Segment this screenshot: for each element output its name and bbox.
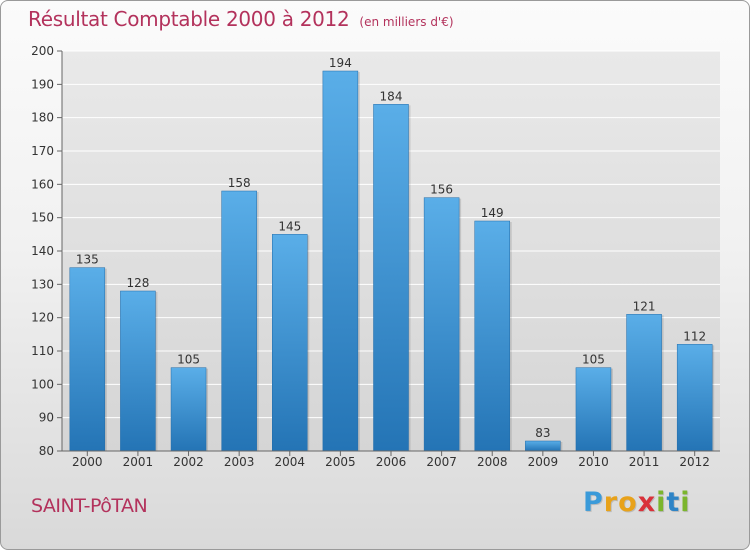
logo-letter: P <box>583 487 604 518</box>
data-label: 83 <box>535 426 550 440</box>
bar-2002 <box>170 367 207 452</box>
proxiti-logo[interactable]: Proxiti <box>583 487 691 518</box>
data-label: 105 <box>177 353 200 367</box>
x-tick-label: 2002 <box>173 455 204 469</box>
x-tick-label: 2000 <box>72 455 103 469</box>
data-label: 156 <box>430 183 453 197</box>
data-label: 112 <box>683 329 706 343</box>
x-tick-label: 2005 <box>325 455 356 469</box>
bar-2005 <box>322 70 359 452</box>
y-tick-label: 110 <box>31 344 54 358</box>
logo-letter: r <box>603 487 619 518</box>
chart-title-main: Résultat Comptable 2000 à 2012 <box>28 7 350 31</box>
x-tick-label: 2004 <box>274 455 305 469</box>
x-tick-label: 2001 <box>123 455 154 469</box>
bar-2011 <box>626 314 662 452</box>
logo-letter: i <box>680 487 691 518</box>
commune-name: SAINT-PôTAN <box>31 495 148 517</box>
x-tick-label: 2006 <box>376 455 407 469</box>
y-tick-label: 180 <box>31 111 54 125</box>
x-tick-label: 2003 <box>224 455 255 469</box>
bar-2000 <box>69 267 106 452</box>
data-label: 128 <box>126 276 149 290</box>
x-tick-label: 2012 <box>679 455 710 469</box>
logo-letter: t <box>666 487 681 518</box>
x-tick-label: 2008 <box>477 455 508 469</box>
x-tick-label: 2010 <box>578 455 609 469</box>
x-tick-label: 2011 <box>629 455 660 469</box>
bar-2007 <box>423 197 460 452</box>
logo-letter: i <box>656 487 667 518</box>
y-tick-label: 150 <box>31 211 54 225</box>
data-label: 158 <box>228 176 251 190</box>
data-label: 105 <box>582 353 605 367</box>
y-tick-label: 120 <box>31 311 54 325</box>
x-tick-label: 2009 <box>528 455 559 469</box>
y-tick-label: 190 <box>31 77 54 91</box>
bar-2008 <box>474 220 510 452</box>
axes: 80 90 100 110 120 130 140 150 160 170 180 190 200 200… <box>31 44 720 469</box>
bar-2003 <box>221 190 257 452</box>
data-label: 135 <box>76 253 99 267</box>
y-tick-label: 170 <box>31 144 54 158</box>
data-label: 194 <box>329 56 352 70</box>
y-tick-label: 200 <box>31 44 54 58</box>
bar-2004 <box>272 234 308 452</box>
bar-2006 <box>373 104 409 452</box>
bar-2009 <box>525 440 561 452</box>
x-tick-label: 2007 <box>426 455 457 469</box>
bars: 135 128 105 158 145 194 184 156 149 83 105 121 112 <box>69 56 715 452</box>
data-label: 184 <box>380 89 403 103</box>
data-label: 121 <box>633 299 656 313</box>
logo-letter: x <box>637 487 657 518</box>
y-tick-label: 100 <box>31 377 54 391</box>
y-tick-label: 140 <box>31 244 54 258</box>
y-tick-label: 130 <box>31 277 54 291</box>
y-tick-label: 80 <box>39 444 54 458</box>
data-label: 145 <box>278 219 301 233</box>
bar-2012 <box>676 344 713 452</box>
data-label: 149 <box>481 206 504 220</box>
y-tick-label: 160 <box>31 177 54 191</box>
chart-subtitle: (en milliers d'€) <box>359 15 454 29</box>
bar-2001 <box>120 290 156 452</box>
chart-title: Résultat Comptable 2000 à 2012 (en millie… <box>28 7 454 31</box>
bar-2010 <box>575 367 612 452</box>
y-tick-label: 90 <box>39 411 54 425</box>
logo-letter: o <box>618 487 638 518</box>
